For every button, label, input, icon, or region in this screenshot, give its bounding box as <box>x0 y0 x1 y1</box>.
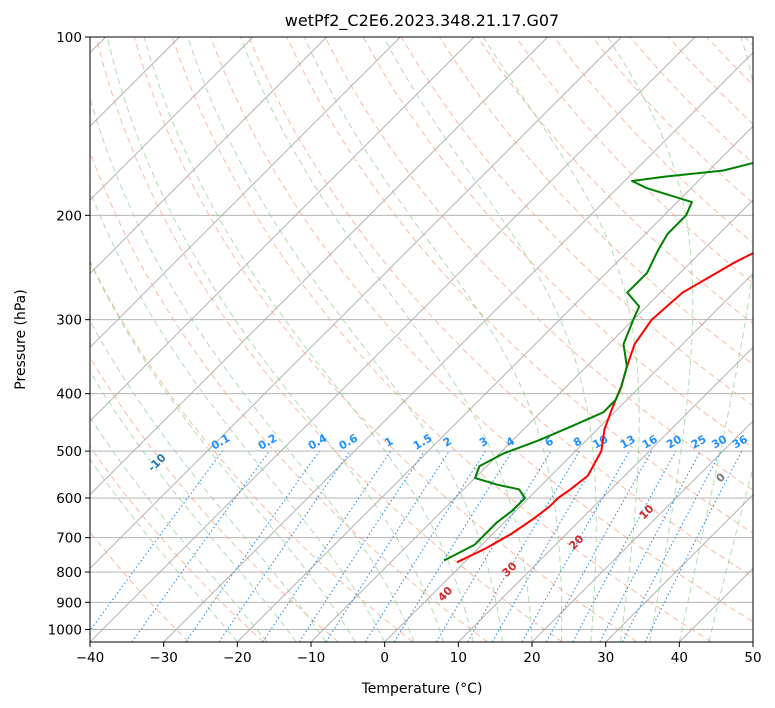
mixing-ratio-line <box>131 450 270 642</box>
moist-adiabat <box>482 37 640 642</box>
x-tick-label: 10 <box>450 650 467 666</box>
dry-adiabats <box>90 37 753 642</box>
x-tick-label: −30 <box>149 650 178 666</box>
isotherm-line <box>90 37 696 642</box>
moist-adiabat <box>303 37 563 642</box>
dry-adiabat <box>171 37 712 642</box>
isotherm-line <box>384 273 753 642</box>
dry-adiabat <box>95 37 563 642</box>
y-tick-label: 800 <box>56 565 82 581</box>
y-axis: 100 200 300 400 500 600 700 800 900 1000 <box>48 30 90 638</box>
mixing-ratio-line <box>218 450 351 642</box>
x-tick-label: −10 <box>297 650 326 666</box>
moist-adiabat <box>143 37 474 642</box>
moist-adiabat <box>90 260 356 642</box>
chart-title: wetPf2_C2E6.2023.348.21.17.G07 <box>285 11 559 31</box>
mixing-ratio-line <box>90 450 223 632</box>
moist-adiabat <box>383 37 597 642</box>
isobars <box>90 37 753 630</box>
x-tick-label: −20 <box>223 650 252 666</box>
isotherm-line <box>90 37 475 422</box>
moist-adiabat <box>239 37 533 642</box>
dry-adiabat <box>90 445 264 642</box>
isotherm-line <box>90 37 327 275</box>
x-tick-label: 50 <box>744 650 761 666</box>
x-axis-label: Temperature (°C) <box>361 681 483 697</box>
dry-adiabat <box>515 37 753 284</box>
y-tick-label: 600 <box>56 491 82 507</box>
mixing-ratio-line <box>185 450 320 642</box>
moist-adiabat <box>106 37 445 642</box>
moist-adiabat <box>90 319 327 642</box>
isotherm-line <box>90 37 622 569</box>
x-axis: −40 −30 −20 −10 0 10 20 30 40 50 <box>76 642 762 666</box>
plot-area <box>90 37 753 642</box>
y-tick-label: 1000 <box>48 622 82 638</box>
moist-adiabat <box>90 189 386 642</box>
x-tick-label: 30 <box>597 650 614 666</box>
isotherm-line <box>605 494 753 642</box>
dry-adiabat <box>248 37 753 578</box>
mixing-ratio-line <box>262 450 392 642</box>
plot-frame <box>89 36 754 643</box>
isotherm-line <box>163 52 753 642</box>
moist-adiabat <box>90 458 238 642</box>
mixing-ratio-line <box>393 450 513 642</box>
mixing-ratio-line <box>325 450 450 642</box>
dry-adiabat <box>90 259 414 642</box>
mixing-ratio-line <box>572 450 677 642</box>
x-tick-label: 20 <box>523 650 540 666</box>
isotherm-line <box>90 37 548 496</box>
y-tick-label: 500 <box>56 444 82 460</box>
moist-adiabat <box>90 416 268 642</box>
dry-adiabat <box>210 37 753 623</box>
dewpoint-profile-line <box>443 161 753 562</box>
mixing-ratio-line <box>298 450 425 642</box>
moist-adiabats <box>90 37 753 642</box>
y-tick-label: 900 <box>56 595 82 611</box>
mixing-ratio-lines <box>90 450 743 642</box>
moist-adiabat <box>187 37 503 642</box>
y-tick-label: 700 <box>56 531 82 547</box>
isotherm-line <box>531 420 753 642</box>
dry-adiabat <box>133 37 638 642</box>
temperature-profile-line <box>456 252 753 564</box>
moist-adiabat <box>678 37 753 642</box>
dry-adiabat <box>286 37 753 534</box>
moist-adiabat <box>708 466 753 642</box>
mixing-ratio-line <box>644 450 743 642</box>
isotherm-line <box>90 37 401 348</box>
moist-adiabat <box>90 370 297 642</box>
x-tick-label: 40 <box>671 650 688 666</box>
isotherm-line <box>90 37 254 201</box>
y-axis-label: Pressure (hPa) <box>13 289 29 389</box>
dry-adiabat <box>90 356 339 642</box>
profiles <box>443 161 753 564</box>
plot-content: -100-90-80-70-60-50-40-30-20-100.10.20.4… <box>90 37 753 642</box>
mixing-ratio-line <box>545 450 653 642</box>
isotherm-line <box>237 125 753 642</box>
x-tick-label: 0 <box>380 650 389 666</box>
moist-adiabat <box>90 96 415 642</box>
y-tick-label: 200 <box>56 208 82 224</box>
y-tick-label: 400 <box>56 387 82 403</box>
y-tick-label: 300 <box>56 313 82 329</box>
mixing-ratio-line <box>521 450 630 642</box>
y-tick-label: 100 <box>56 30 82 46</box>
x-tick-label: −40 <box>76 650 105 666</box>
moist-adiabat <box>607 37 694 642</box>
